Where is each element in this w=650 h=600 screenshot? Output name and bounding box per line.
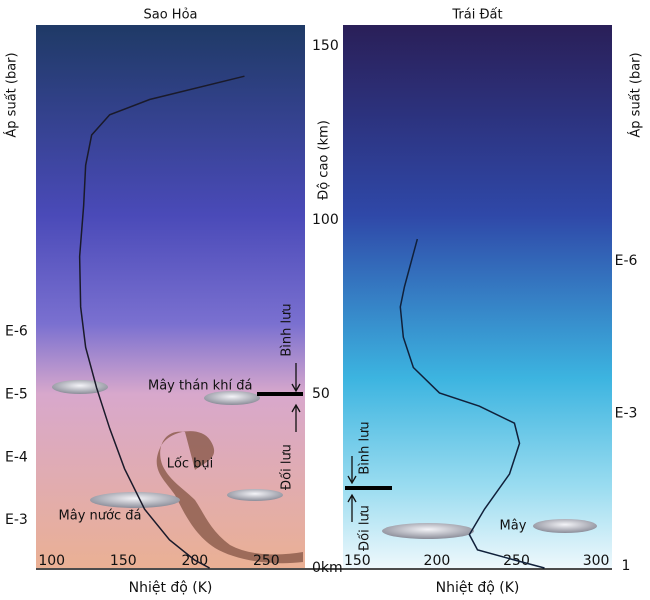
- layer-label: Bình lưu: [280, 303, 295, 356]
- x-tick-label: 250: [253, 553, 280, 569]
- x-tick-label: 200: [424, 553, 451, 569]
- x-tick-label: 300: [583, 553, 610, 569]
- y2-tick-label: E-6: [615, 253, 638, 269]
- layer-label: Bình lưu: [358, 421, 373, 474]
- y2-tick-label: E-3: [615, 405, 638, 421]
- x-tick-label: 200: [181, 553, 208, 569]
- dust-devil: [156, 431, 303, 564]
- panel-title: Trái Đất: [451, 8, 502, 23]
- x-tick-label: 150: [344, 553, 371, 569]
- layer-label: Đối lưu: [358, 505, 373, 551]
- y2-axis-label: Áp suất (bar): [4, 52, 20, 137]
- annotation: Mây: [500, 519, 527, 534]
- y-tick-label: 0km: [312, 560, 343, 576]
- y2-tick-label: 1: [622, 558, 631, 574]
- profile-line: [78, 75, 245, 569]
- y2-tick-label: E-3: [5, 512, 28, 528]
- profile-line: [399, 238, 545, 569]
- y-axis-label: Độ cao (km): [317, 120, 332, 200]
- y2-tick-label: E-5: [5, 387, 28, 403]
- y2-tick-label: E-4: [5, 449, 28, 465]
- arrows: [291, 363, 357, 522]
- annotation: Mây thán khí đá: [148, 379, 252, 394]
- x-axis-label: Nhiệt độ (K): [436, 580, 520, 596]
- y-tick-label: 150: [312, 38, 339, 54]
- layer-label: Đối lưu: [280, 444, 295, 490]
- annotation: Mây nước đá: [59, 509, 142, 524]
- y-tick-label: 100: [312, 212, 339, 228]
- y2-axis-label: Áp suất (bar): [628, 52, 644, 137]
- earth-panel: [343, 25, 612, 568]
- x-axis-label: Nhiệt độ (K): [129, 580, 213, 596]
- clouds: [52, 380, 597, 539]
- annotation: Lốc bụi: [167, 457, 214, 472]
- y-tick-label: 50: [312, 386, 330, 402]
- y2-tick-label: E-6: [5, 324, 28, 340]
- panel-title: Sao Hỏa: [144, 8, 198, 23]
- x-tick-label: 150: [110, 553, 137, 569]
- x-tick-label: 100: [38, 553, 65, 569]
